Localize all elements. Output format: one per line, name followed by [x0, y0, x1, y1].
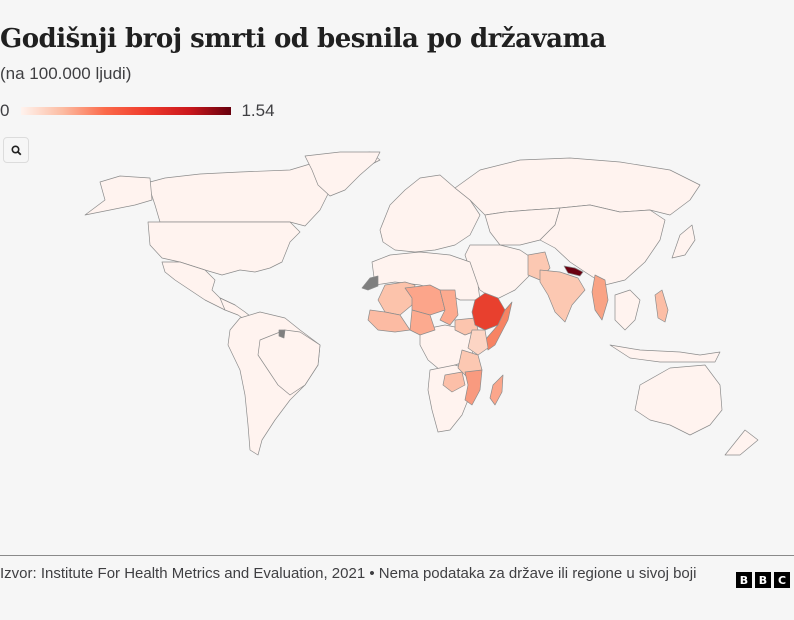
country-brazil[interactable]: [257, 329, 321, 396]
region-indonesia[interactable]: [609, 344, 721, 363]
search-icon: [10, 144, 21, 155]
legend-gradient-bar: [21, 107, 232, 115]
chart-title: Godišnji broj smrti od besnila po država…: [0, 24, 606, 54]
bbc-logo-letter: B: [736, 572, 752, 588]
country-alaska[interactable]: [84, 175, 153, 216]
region-west-africa[interactable]: [367, 309, 411, 333]
country-new-zealand[interactable]: [724, 429, 759, 456]
country-india[interactable]: [539, 269, 586, 323]
country-mozambique[interactable]: [464, 369, 483, 406]
footer-divider: [0, 555, 794, 556]
country-china[interactable]: [539, 204, 666, 286]
bbc-logo-letter: B: [755, 572, 771, 588]
country-usa[interactable]: [147, 221, 301, 276]
country-madagascar[interactable]: [489, 374, 504, 406]
region-southeast-asia[interactable]: [614, 289, 641, 331]
legend-min-label: 0: [0, 101, 10, 120]
country-myanmar[interactable]: [591, 274, 609, 321]
zoom-button[interactable]: [3, 137, 29, 163]
bbc-logo-letter: C: [774, 572, 790, 588]
country-mali[interactable]: [377, 281, 416, 316]
region-western-sahara[interactable]: [361, 275, 379, 291]
country-australia[interactable]: [634, 364, 723, 436]
country-zambia[interactable]: [442, 371, 466, 393]
country-japan[interactable]: [671, 224, 696, 259]
legend-max-label: 1.54: [241, 101, 275, 120]
country-niger[interactable]: [404, 284, 446, 316]
country-nigeria[interactable]: [409, 309, 436, 336]
source-note: Izvor: Institute For Health Metrics and …: [0, 565, 697, 582]
chart-subtitle: (na 100.000 ljudi): [0, 64, 132, 83]
country-kenya[interactable]: [467, 329, 489, 356]
region-french-guiana[interactable]: [278, 329, 286, 339]
country-nepal[interactable]: [563, 265, 584, 277]
color-legend: 0 1.54: [0, 100, 275, 122]
bbc-logo: B B C: [736, 572, 790, 588]
country-greenland[interactable]: [304, 151, 381, 197]
region-europe[interactable]: [379, 174, 481, 253]
country-chad[interactable]: [439, 289, 459, 326]
world-map[interactable]: [0, 140, 794, 480]
country-philippines[interactable]: [654, 289, 669, 323]
